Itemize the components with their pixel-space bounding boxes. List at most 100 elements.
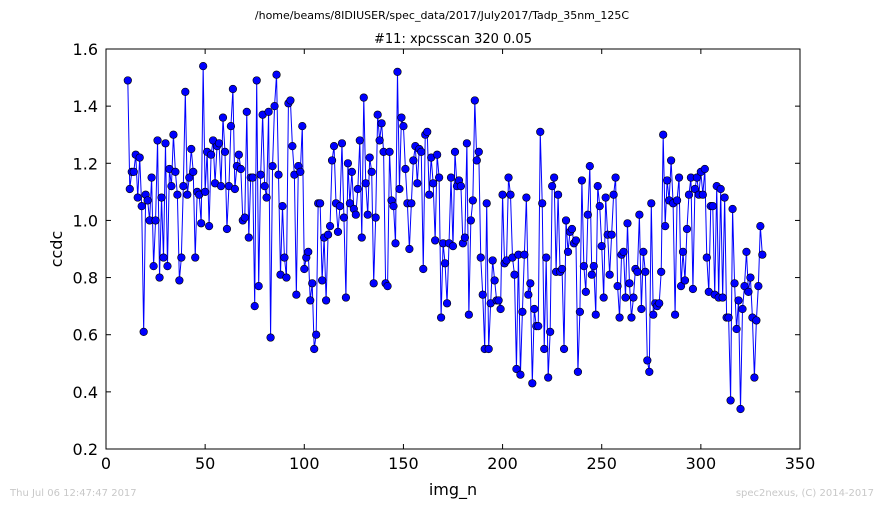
data-point: [363, 210, 372, 219]
data-point: [197, 219, 206, 228]
data-point: [397, 113, 406, 122]
data-point: [623, 219, 632, 228]
data-point: [609, 190, 618, 199]
y-tick-label: 1.0: [73, 211, 98, 230]
data-point: [300, 264, 309, 274]
data-point: [573, 367, 583, 376]
data-point: [730, 279, 739, 288]
data-point: [512, 364, 521, 374]
data-point: [546, 327, 555, 336]
data-point: [579, 262, 588, 271]
data-point: [218, 113, 228, 122]
data-point: [129, 167, 138, 176]
data-point: [478, 290, 487, 299]
data-point: [682, 224, 692, 234]
data-point: [323, 230, 333, 239]
figure-suptitle: /home/beams/8IDIUSER/spec_data/2017/July…: [254, 9, 630, 22]
data-point: [567, 224, 577, 234]
data-point: [133, 193, 142, 202]
data-point: [575, 307, 585, 316]
data-point: [657, 267, 666, 276]
data-point: [409, 156, 418, 165]
data-point: [206, 150, 216, 159]
data-point: [494, 296, 503, 305]
data-point: [395, 184, 404, 194]
data-point: [667, 156, 676, 165]
x-tick-label: 50: [195, 454, 215, 473]
data-point: [230, 184, 239, 194]
data-point: [153, 136, 162, 145]
data-point: [264, 107, 273, 116]
data-point: [329, 142, 339, 151]
data-point: [742, 247, 751, 256]
data-point: [645, 367, 654, 376]
data-point: [736, 404, 745, 414]
data-point: [393, 67, 402, 76]
data-point: [688, 284, 698, 294]
data-point: [524, 290, 533, 299]
data-point: [240, 213, 249, 222]
data-point: [498, 190, 507, 199]
data-point: [310, 344, 319, 354]
data-point: [437, 313, 446, 322]
y-axis-label: ccdc: [47, 231, 66, 268]
data-point: [125, 184, 134, 194]
data-point: [308, 279, 317, 288]
data-point: [135, 153, 144, 162]
data-point: [173, 190, 182, 199]
data-point: [137, 202, 146, 211]
data-point: [234, 150, 243, 159]
data-point: [280, 253, 289, 262]
data-point: [216, 182, 226, 191]
data-point: [425, 190, 434, 199]
data-point: [571, 236, 581, 245]
data-point: [361, 179, 370, 188]
data-point: [123, 76, 132, 85]
data-point: [442, 299, 452, 308]
data-point: [220, 147, 230, 156]
data-point: [407, 199, 416, 208]
footer-credit: spec2nexus, (C) 2014-2017: [735, 488, 874, 499]
data-point: [472, 156, 481, 165]
data-point: [369, 279, 378, 288]
data-point: [581, 287, 590, 296]
data-point: [613, 282, 622, 291]
data-point: [367, 167, 376, 176]
data-point: [676, 282, 686, 291]
data-point: [538, 199, 547, 208]
x-ticks: 0 50 100 150 200 250 300 350: [101, 49, 815, 473]
data-point: [167, 182, 176, 191]
data-point: [672, 196, 682, 205]
data-point: [282, 273, 291, 282]
data-point: [250, 302, 259, 311]
data-point: [177, 253, 186, 262]
data-point: [734, 296, 743, 305]
data-point: [252, 76, 261, 85]
data-point: [585, 162, 594, 171]
data-point: [718, 293, 727, 302]
data-point: [536, 127, 545, 136]
data-point: [595, 202, 604, 211]
data-point: [341, 293, 351, 302]
data-point: [335, 202, 345, 211]
x-tick-label: 0: [101, 454, 111, 473]
data-point: [448, 242, 458, 251]
data-point: [143, 196, 152, 205]
data-point: [248, 173, 257, 182]
data-point: [732, 324, 741, 334]
data-point: [151, 216, 160, 225]
data-point: [510, 270, 519, 279]
data-point: [744, 287, 753, 296]
data-point: [466, 216, 475, 225]
data-point: [544, 373, 553, 382]
data-point: [690, 184, 700, 194]
data-point: [649, 310, 658, 319]
data-point: [550, 173, 559, 182]
y-tick-label: 0.2: [73, 440, 98, 459]
data-point: [242, 107, 251, 116]
data-point: [383, 282, 392, 291]
data-point: [181, 87, 190, 96]
data-point: [482, 199, 491, 208]
data-point: [201, 187, 210, 196]
data-point: [171, 167, 180, 176]
